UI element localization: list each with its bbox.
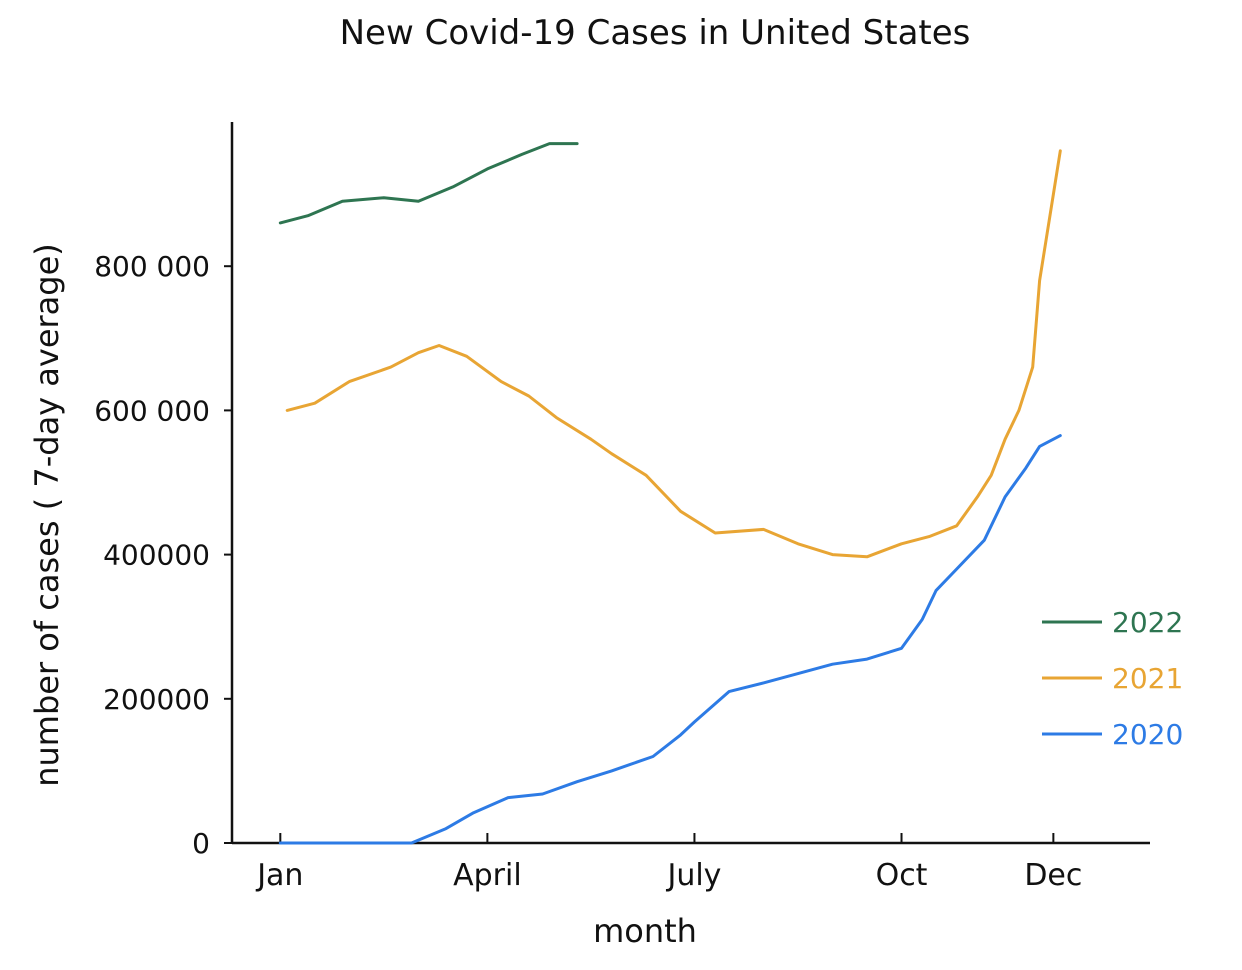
- axes: [230, 122, 1150, 845]
- legend-label-2020: 2020: [1112, 718, 1183, 751]
- y-axis-label: number of cases ( 7-day average): [28, 243, 66, 787]
- y-ticks: 0 200000 400000 600 000 800 000: [94, 250, 232, 860]
- x-tick-label: Dec: [1024, 858, 1082, 893]
- series-lines: [278, 142, 1062, 845]
- legend-label-2021: 2021: [1112, 662, 1183, 695]
- series-line-2022: [278, 142, 579, 225]
- x-tick-label: July: [665, 858, 721, 893]
- legend-label-2022: 2022: [1112, 606, 1183, 639]
- x-tick-label: April: [453, 858, 522, 893]
- y-tick-label: 600 000: [94, 394, 210, 427]
- y-tick-label: 0: [192, 827, 210, 860]
- y-tick-label: 400000: [103, 539, 210, 572]
- y-tick-label: 200000: [103, 683, 210, 716]
- x-ticks: Jan April July Oct Dec: [255, 833, 1082, 893]
- legend: 2022 2021 2020: [1042, 606, 1183, 751]
- series-line-2020: [278, 434, 1062, 845]
- x-tick-label: Oct: [876, 858, 928, 893]
- x-tick-label: Jan: [255, 858, 303, 893]
- series-line-2021: [285, 149, 1062, 559]
- y-tick-label: 800 000: [94, 250, 210, 283]
- chart-title: New Covid-19 Cases in United States: [340, 13, 971, 53]
- x-axis-label: month: [593, 912, 697, 950]
